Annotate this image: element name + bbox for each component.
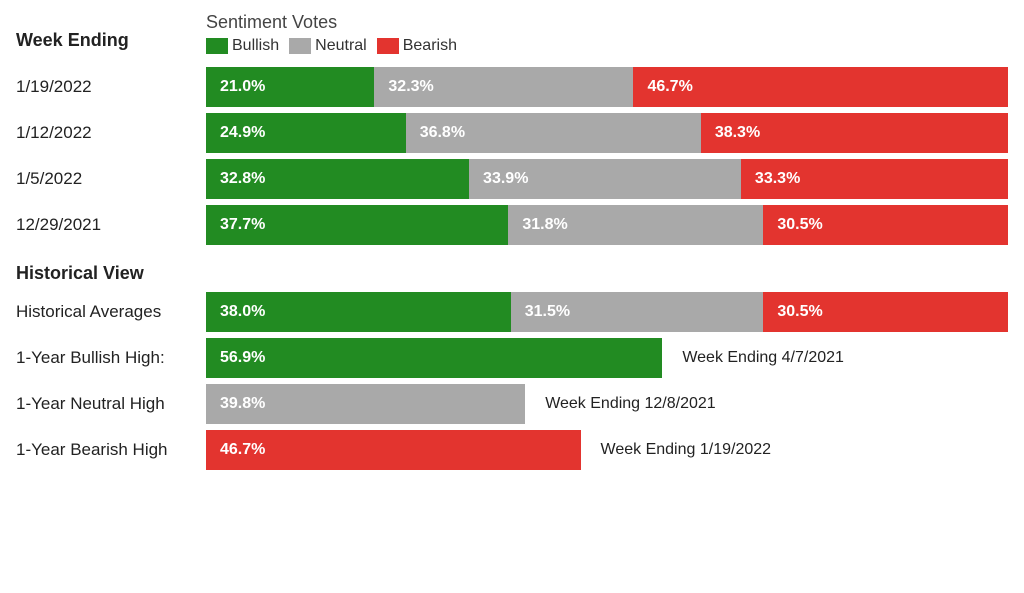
legend-label-bullish: Bullish bbox=[232, 37, 279, 55]
high-note: Week Ending 1/19/2022 bbox=[581, 441, 772, 459]
historical-averages-label: Historical Averages bbox=[16, 302, 206, 322]
legend-swatch-neutral bbox=[289, 38, 311, 54]
sentiment-chart: Week Ending Sentiment Votes Bullish Neut… bbox=[16, 12, 1008, 470]
legend-items: Bullish Neutral Bearish bbox=[206, 37, 463, 55]
weekly-1-seg-neutral: 36.8% bbox=[406, 113, 701, 153]
historical-heading: Historical View bbox=[16, 263, 1008, 284]
legend-label-bearish: Bearish bbox=[403, 37, 457, 55]
legend: Sentiment Votes Bullish Neutral Bearish bbox=[206, 12, 463, 55]
weekly-row-label: 1/19/2022 bbox=[16, 77, 206, 97]
high-note: Week Ending 4/7/2021 bbox=[662, 349, 844, 367]
high-row-label: 1-Year Bearish High bbox=[16, 440, 206, 460]
weekly-1-seg-bearish: 38.3% bbox=[701, 113, 1008, 153]
high-bar: 39.8%Week Ending 12/8/2021 bbox=[206, 384, 1008, 424]
weekly-0-seg-bullish: 21.0% bbox=[206, 67, 374, 107]
hist-avg-seg-bearish: 30.5% bbox=[763, 292, 1008, 332]
weekly-row: 1/19/202221.0%32.3%46.7% bbox=[16, 67, 1008, 107]
high-row: 1-Year Bullish High:56.9%Week Ending 4/7… bbox=[16, 338, 1008, 378]
weekly-row: 1/5/202232.8%33.9%33.3% bbox=[16, 159, 1008, 199]
legend-title: Sentiment Votes bbox=[206, 12, 463, 33]
weekly-3-seg-bullish: 37.7% bbox=[206, 205, 508, 245]
legend-label-neutral: Neutral bbox=[315, 37, 367, 55]
hist-avg-seg-bullish: 38.0% bbox=[206, 292, 511, 332]
weekly-0-seg-bearish: 46.7% bbox=[633, 67, 1008, 107]
weekly-bar: 24.9%36.8%38.3% bbox=[206, 113, 1008, 153]
high-note: Week Ending 12/8/2021 bbox=[525, 395, 716, 413]
weekly-row: 1/12/202224.9%36.8%38.3% bbox=[16, 113, 1008, 153]
high-seg: 46.7% bbox=[206, 430, 581, 470]
high-row-label: 1-Year Neutral High bbox=[16, 394, 206, 414]
historical-high-rows: 1-Year Bullish High:56.9%Week Ending 4/7… bbox=[16, 338, 1008, 470]
weekly-row-label: 1/5/2022 bbox=[16, 169, 206, 189]
weekly-3-seg-neutral: 31.8% bbox=[508, 205, 763, 245]
high-seg: 56.9% bbox=[206, 338, 662, 378]
hist-avg-seg-neutral: 31.5% bbox=[511, 292, 764, 332]
weekly-2-seg-bearish: 33.3% bbox=[741, 159, 1008, 199]
weekly-3-seg-bearish: 30.5% bbox=[763, 205, 1008, 245]
high-row: 1-Year Neutral High39.8%Week Ending 12/8… bbox=[16, 384, 1008, 424]
weekly-2-seg-neutral: 33.9% bbox=[469, 159, 741, 199]
high-row-label: 1-Year Bullish High: bbox=[16, 348, 206, 368]
legend-swatch-bearish bbox=[377, 38, 399, 54]
high-bar: 46.7%Week Ending 1/19/2022 bbox=[206, 430, 1008, 470]
weekly-rows: 1/19/202221.0%32.3%46.7%1/12/202224.9%36… bbox=[16, 67, 1008, 245]
legend-swatch-bullish bbox=[206, 38, 228, 54]
high-row: 1-Year Bearish High46.7%Week Ending 1/19… bbox=[16, 430, 1008, 470]
weekly-bar: 21.0%32.3%46.7% bbox=[206, 67, 1008, 107]
weekly-row-label: 12/29/2021 bbox=[16, 215, 206, 235]
weekly-1-seg-bullish: 24.9% bbox=[206, 113, 406, 153]
weekly-row-label: 1/12/2022 bbox=[16, 123, 206, 143]
weekly-row: 12/29/202137.7%31.8%30.5% bbox=[16, 205, 1008, 245]
high-bar: 56.9%Week Ending 4/7/2021 bbox=[206, 338, 1008, 378]
weekly-0-seg-neutral: 32.3% bbox=[374, 67, 633, 107]
historical-averages-bar: 38.0%31.5%30.5% bbox=[206, 292, 1008, 332]
high-seg: 39.8% bbox=[206, 384, 525, 424]
weekly-heading: Week Ending bbox=[16, 30, 206, 51]
weekly-bar: 37.7%31.8%30.5% bbox=[206, 205, 1008, 245]
weekly-bar: 32.8%33.9%33.3% bbox=[206, 159, 1008, 199]
weekly-2-seg-bullish: 32.8% bbox=[206, 159, 469, 199]
historical-averages-row: Historical Averages 38.0%31.5%30.5% bbox=[16, 292, 1008, 332]
